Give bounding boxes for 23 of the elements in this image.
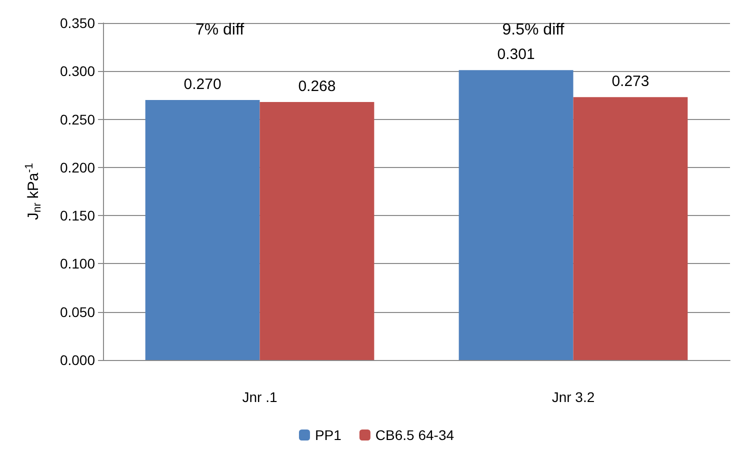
bar [260,102,374,360]
y-tick-label: 0.300 [60,63,96,80]
y-tick-label: 0.200 [60,159,96,176]
legend-label: PP1 [314,427,342,443]
data-label: 0.301 [497,46,535,64]
y-axis-title: Jnr kPa-1 [24,162,44,220]
data-label: 0.273 [612,73,650,90]
data-label: 0.268 [298,78,336,95]
y-tick-label: 0.250 [60,111,96,128]
annotation: 9.5% diff [502,22,565,38]
y-tick-label: 0.350 [60,15,96,31]
legend-label: CB6.5 64-34 [375,427,454,443]
bar [145,100,260,360]
x-tick-label: Jnr .1 [242,389,278,405]
annotation: 7% diff [195,22,245,38]
y-tick-label: 0.000 [60,352,96,368]
x-tick-label: Jnr 3.2 [552,389,595,405]
y-tick-label: 0.150 [60,208,96,224]
data-label: 0.270 [184,76,222,94]
y-tick-label: 0.100 [60,256,96,272]
bar [573,97,688,360]
y-tick-label: 0.050 [60,304,96,320]
bar [458,70,574,360]
